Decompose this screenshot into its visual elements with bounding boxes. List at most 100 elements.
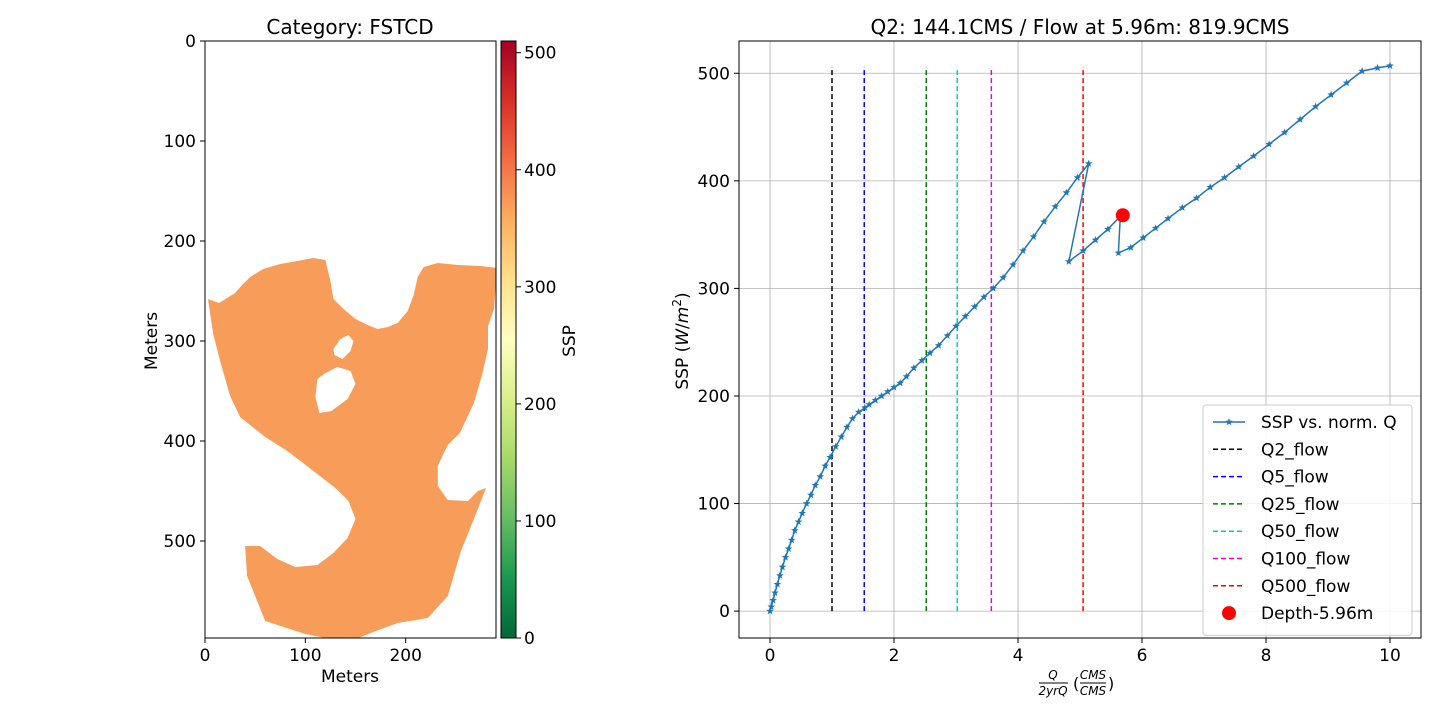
ssp-series-point <box>1373 63 1382 72</box>
ssp-series-point <box>1234 162 1243 171</box>
line-y-tick-label: 100 <box>698 495 730 515</box>
ssp-series-point <box>1296 115 1304 123</box>
colorbar: 0 100 200 300 400 500 SSP <box>500 40 580 649</box>
map-y-tick-label: 0 <box>185 32 196 52</box>
legend-entry: SSP vs. norm. Q <box>1213 413 1397 433</box>
colorbar-tick-label: 400 <box>524 161 556 181</box>
legend-entry: Q100_flow <box>1213 550 1350 570</box>
ssp-series-point <box>1062 188 1071 196</box>
ssp-series-point <box>1065 257 1073 265</box>
map-y-tick-label: 500 <box>164 532 196 552</box>
ssp-series-point <box>1019 246 1027 254</box>
ssp-series-point <box>843 423 851 431</box>
ssp-series-point <box>999 273 1007 281</box>
ssp-series-point <box>854 408 863 416</box>
map-axes-frame <box>204 40 497 639</box>
ssp-series-point <box>826 453 834 461</box>
svg-text:): ) <box>1108 674 1114 693</box>
line-y-tick-label: 200 <box>698 387 730 407</box>
map-x-tick-label: 100 <box>289 646 321 666</box>
map-x-tick-label: 200 <box>389 646 421 666</box>
ssp-series-point <box>961 312 970 320</box>
map-y-label: Meters <box>142 312 162 370</box>
ssp-series-point <box>934 341 943 349</box>
ssp-series-point <box>778 563 787 571</box>
legend-label: Q5_flow <box>1261 468 1329 488</box>
ssp-series-point <box>871 396 880 404</box>
ssp-series-point <box>1040 217 1048 225</box>
ssp-series-point <box>926 348 934 357</box>
legend-label: Q2_flow <box>1261 440 1329 460</box>
ssp-series-point <box>831 442 840 450</box>
ssp-series-point <box>865 400 873 408</box>
colorbar-tick-label: 100 <box>524 512 556 532</box>
ssp-series-point <box>918 356 926 364</box>
ssp-series-point <box>1091 236 1100 244</box>
ssp-series-point <box>884 387 892 395</box>
ssp-series-point <box>781 553 790 561</box>
legend-label: Q50_flow <box>1261 522 1340 542</box>
ssp-series-point <box>1220 173 1229 181</box>
ssp-series-point <box>970 302 979 310</box>
ssp-series-point <box>1358 67 1366 75</box>
legend-entry: Q50_flow <box>1213 522 1340 542</box>
svg-text:(: ( <box>1073 674 1079 693</box>
ssp-series-point <box>1192 194 1201 202</box>
line-chart-title: Q2: 144.1CMS / Flow at 5.96m: 819.9CMS <box>871 15 1290 39</box>
map-x-label: Meters <box>321 667 379 687</box>
ssp-series-point <box>787 536 796 544</box>
ssp-series-point <box>980 293 988 301</box>
ssp-series-point <box>794 517 803 526</box>
ssp-series-point <box>989 284 997 292</box>
line-x-tick-label: 6 <box>1137 646 1148 666</box>
ssp-series-point <box>910 364 918 372</box>
ssp-series-point <box>1029 232 1038 240</box>
legend-entry: Q5_flow <box>1213 468 1329 488</box>
ssp-series-point <box>811 481 820 489</box>
legend-label: Depth-5.96m <box>1261 604 1373 624</box>
ssp-series-point <box>1151 224 1160 232</box>
ssp-series-point <box>1178 203 1187 211</box>
ssp-series-point <box>952 322 960 330</box>
colorbar-tick-label: 500 <box>524 44 556 64</box>
ssp-region-shape <box>208 258 496 638</box>
ssp-series-line <box>769 64 1391 612</box>
ssp-series-point <box>890 383 898 391</box>
ssp-series-point <box>791 526 799 534</box>
line-y-tick-label: 500 <box>698 64 730 84</box>
map-title: Category: FSTCD <box>266 15 433 39</box>
ssp-series-point <box>773 580 782 588</box>
ssp-series-point <box>776 571 784 579</box>
ssp-series-point <box>1114 248 1123 257</box>
legend-entry: Q25_flow <box>1213 495 1340 515</box>
ssp-series-point <box>784 544 793 552</box>
ssp-series-point <box>1265 140 1273 148</box>
ssp-series-point <box>1139 233 1147 242</box>
line-y-ticks: 0 100 200 300 400 500 <box>698 64 739 622</box>
plot-area <box>766 61 1394 615</box>
ssp-series-point <box>767 602 775 610</box>
ssp-series-point <box>1127 243 1135 251</box>
colorbar-label: SSP <box>560 325 580 357</box>
legend-label: SSP vs. norm. Q <box>1261 413 1397 433</box>
legend-entry: Q500_flow <box>1213 577 1350 597</box>
ssp-series-point <box>1249 152 1258 160</box>
line-y-tick-label: 400 <box>698 172 730 192</box>
line-x-tick-label: 4 <box>1013 646 1024 666</box>
ssp-series-point <box>896 379 904 387</box>
map-y-tick-label: 300 <box>164 332 196 352</box>
colorbar-tick-label: 200 <box>524 395 556 415</box>
ssp-region <box>208 258 496 638</box>
map-x-ticks: 0 100 200 <box>200 638 422 666</box>
ssp-series-point <box>837 432 846 441</box>
ssp-series-point <box>766 607 774 615</box>
line-y-tick-label: 300 <box>698 279 730 299</box>
ssp-series-point <box>861 403 869 411</box>
legend-entry: Q2_flow <box>1213 440 1329 460</box>
legend: SSP vs. norm. Q Q2_flow Q5_flow Q25_flow Q50… <box>1202 404 1413 636</box>
ssp-series-point <box>1079 246 1087 254</box>
ssp-series-point <box>1280 128 1289 136</box>
colorbar-tick-label: 300 <box>524 278 556 298</box>
ssp-series-point <box>821 461 829 470</box>
